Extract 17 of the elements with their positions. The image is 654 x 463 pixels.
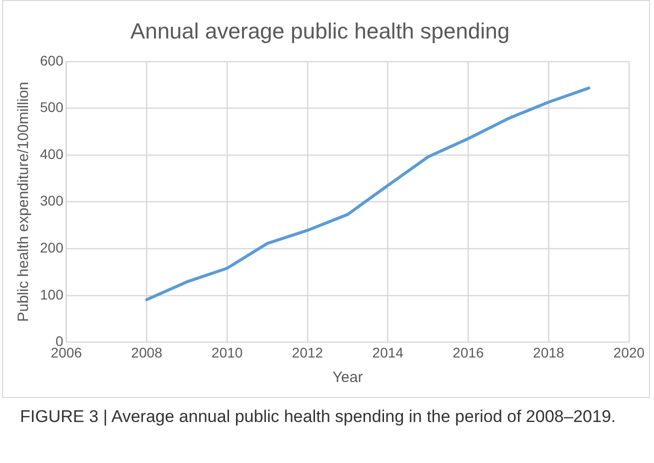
x-tick-label: 2008 [131,344,163,360]
x-axis-title: Year [332,369,363,386]
y-tick-label: 400 [40,146,64,162]
caption: FIGURE 3 | Average annual public health spending in the period of 2008–2019. [20,406,617,428]
y-tick-label: 200 [40,239,64,256]
y-tick-label: 500 [40,99,64,116]
x-tick-label: 2020 [613,344,645,360]
x-tick-label: 2014 [372,344,404,360]
x-tick-label: 2018 [533,344,564,360]
x-tick-label: 2012 [292,344,324,360]
chart-title: Annual average public health spending [130,18,510,44]
x-tick-label: 2016 [452,344,484,360]
y-tick-label: 300 [40,192,64,209]
y-tick-label: 600 [40,52,64,68]
y-axis-title: Public health expenditure/100million [15,82,32,322]
y-tick-label: 100 [40,286,64,302]
x-tick-label: 2010 [212,344,243,360]
